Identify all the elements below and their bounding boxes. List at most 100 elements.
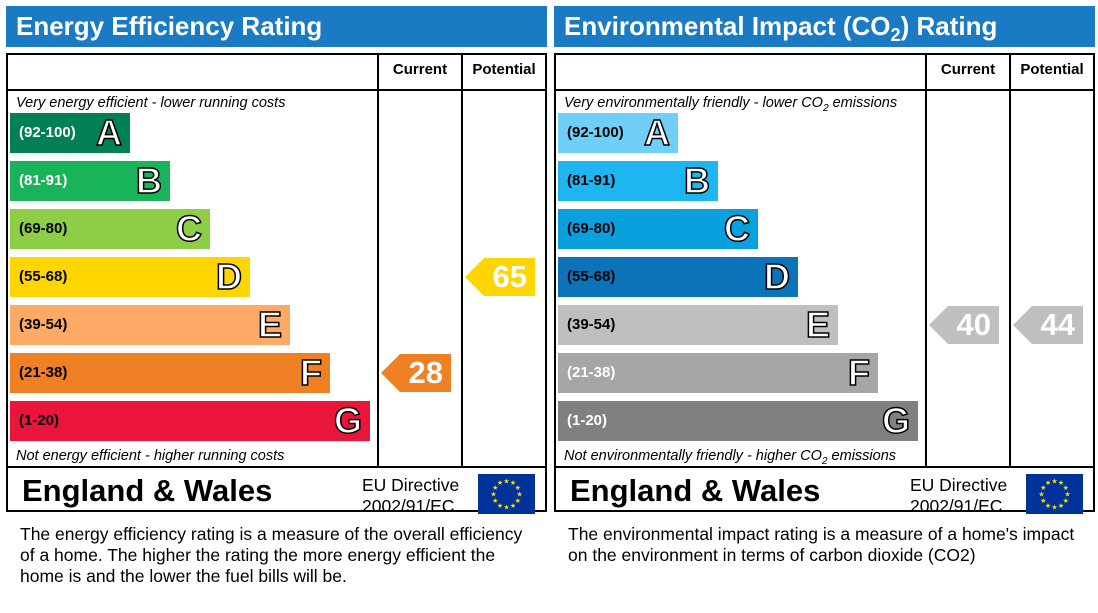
potential-rating-marker: 65 xyxy=(465,258,535,296)
eu-star: ★ xyxy=(510,479,516,487)
eu-stars: ★★★★★★★★★ ★ ★★ xyxy=(1038,478,1070,512)
marker-arrow-shape xyxy=(1013,306,1083,344)
eu-star: ★ xyxy=(1045,479,1051,487)
band-range-label: (81-91) xyxy=(567,172,616,189)
eu-star: ★ xyxy=(1051,504,1057,512)
directive-line-1: EU Directive xyxy=(910,475,1008,495)
bottom-note: Not environmentally friendly - higher CO… xyxy=(564,448,896,467)
eu-directive: EU Directive 2002/91/EC xyxy=(910,475,1007,517)
note-subscript: 2 xyxy=(821,455,828,467)
top-note: Very environmentally friendly - lower CO… xyxy=(564,95,897,114)
band-letter: B xyxy=(135,160,163,202)
eu-star: ★ xyxy=(1063,484,1069,492)
region-label: England & Wales xyxy=(570,473,821,508)
eu-star: ★ xyxy=(1040,484,1046,492)
current-rating-marker: 40 xyxy=(929,306,999,344)
eu-stars: ★★★★★★★★★ ★ ★★ xyxy=(490,478,522,512)
band-e: (39-54) E xyxy=(558,304,838,346)
band-f: (21-38) F xyxy=(10,352,330,393)
eu-star: ★ xyxy=(497,479,503,487)
footer-divider xyxy=(8,466,545,468)
band-letter: C xyxy=(723,208,751,250)
band-range-label: (21-38) xyxy=(19,364,68,381)
band-letter: F xyxy=(847,352,871,394)
band-b: (81-91) B xyxy=(10,160,170,202)
column-divider xyxy=(925,55,927,466)
band-d: (55-68) D xyxy=(558,256,798,298)
band-range-label: (1-20) xyxy=(19,412,60,429)
band-range-label: (55-68) xyxy=(567,268,616,285)
note-subscript: 2 xyxy=(822,102,829,114)
eu-star: ★ xyxy=(1064,491,1070,499)
band-g: (1-20) G xyxy=(10,400,370,442)
eu-star: ★ xyxy=(515,484,521,492)
marker-value: 28 xyxy=(408,355,443,390)
rating-frame: Current Potential Very environmentally f… xyxy=(554,53,1095,516)
eu-star: ★ xyxy=(497,502,503,510)
footer-divider xyxy=(556,466,1093,468)
note-part: emissions xyxy=(827,448,897,464)
band-letter: E xyxy=(805,304,831,346)
band-a: (92-100) A xyxy=(10,112,130,154)
eu-star: ★ xyxy=(1058,502,1064,510)
band-letter: E xyxy=(257,304,283,346)
eu-flag-icon: ★ ★ ★ ★ ★ ★ ★ ★ ★ ★ ★ ★ xyxy=(1026,474,1083,514)
band-a: (92-100) A xyxy=(558,112,678,153)
band-range-label: (69-80) xyxy=(567,220,616,237)
region-label: England & Wales xyxy=(22,473,273,508)
current-rating-marker: 28 xyxy=(381,354,451,392)
marker-value: 40 xyxy=(956,307,991,342)
band-d: (55-68) D xyxy=(10,256,250,298)
chart-title: Energy Efficiency Rating xyxy=(6,6,547,47)
eu-star: ★ xyxy=(516,491,522,499)
band-letter: G xyxy=(881,400,911,442)
eu-star: ★ xyxy=(510,502,516,510)
energy-efficiency-panel: Energy Efficiency Rating Current Potenti… xyxy=(6,6,547,606)
title-part: Environmental Impact (CO xyxy=(564,11,891,41)
column-divider xyxy=(1009,55,1011,466)
band-letter: D xyxy=(763,256,791,298)
header-divider xyxy=(8,89,545,91)
rating-frame: Current Potential Very energy efficient … xyxy=(6,53,547,516)
band-range-label: (21-38) xyxy=(567,364,616,381)
header-divider xyxy=(556,89,1093,91)
eu-star: ★ xyxy=(503,478,509,486)
band-range-label: (39-54) xyxy=(19,316,68,333)
marker-value: 44 xyxy=(1040,307,1075,342)
title-subscript: 2 xyxy=(890,25,901,46)
eu-directive: EU Directive 2002/91/EC xyxy=(362,475,459,517)
band-range-label: (1-20) xyxy=(567,412,608,429)
potential-rating-marker: 44 xyxy=(1013,306,1083,344)
top-note: Very energy efficient - lower running co… xyxy=(16,95,286,111)
marker-arrow-shape xyxy=(929,306,999,344)
band-letter: G xyxy=(333,400,363,442)
column-divider xyxy=(377,55,379,466)
eu-star: ★ xyxy=(1063,497,1069,505)
marker-value: 65 xyxy=(492,259,527,294)
band-f: (21-38) F xyxy=(558,352,878,394)
band-g: (1-20) G xyxy=(558,400,918,442)
band-letter: C xyxy=(175,208,203,250)
band-range-label: (55-68) xyxy=(19,268,68,285)
title-part: ) Rating xyxy=(900,11,998,41)
eu-star: ★ xyxy=(503,504,509,512)
eu-star: ★ xyxy=(1051,478,1057,486)
eu-star: ★ xyxy=(490,491,496,499)
band-b: (81-91) B xyxy=(558,160,718,201)
marker-arrow xyxy=(1013,306,1083,344)
band-range-label: (39-54) xyxy=(567,316,616,333)
note-part: Very environmentally friendly - lower CO xyxy=(564,95,823,111)
marker-arrow-shape xyxy=(381,354,451,392)
column-header-potential: Potential xyxy=(1020,61,1084,78)
directive-line-2: 2002/91/EC xyxy=(910,496,1003,516)
column-divider xyxy=(461,55,463,466)
note-part: Not environmentally friendly - higher CO xyxy=(564,448,822,464)
marker-arrow-shape xyxy=(465,258,535,296)
eu-flag-icon: ★ ★ ★ ★ ★ ★ ★ ★ ★ ★ ★ ★ xyxy=(478,474,535,514)
band-c: (69-80) C xyxy=(558,208,758,250)
marker-arrow xyxy=(929,306,999,344)
note-part: emissions xyxy=(828,95,898,111)
band-letter: D xyxy=(215,256,243,298)
band-letter: A xyxy=(95,112,123,154)
column-header-potential: Potential xyxy=(472,61,536,78)
